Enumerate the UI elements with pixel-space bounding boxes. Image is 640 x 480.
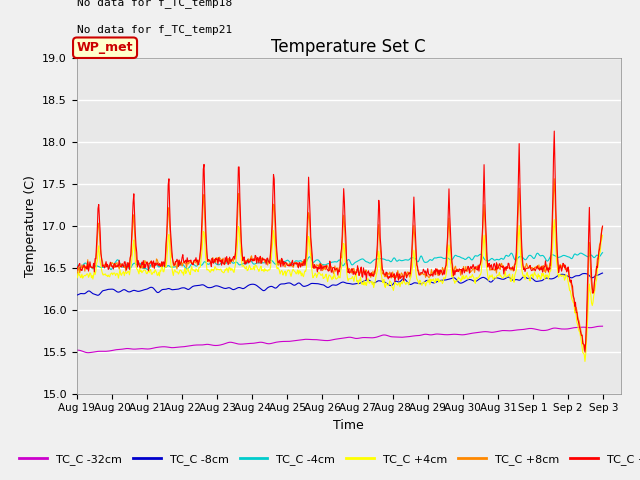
Legend: TC_C -32cm, TC_C -8cm, TC_C -4cm, TC_C +4cm, TC_C +8cm, TC_C +12cm: TC_C -32cm, TC_C -8cm, TC_C -4cm, TC_C +…	[15, 450, 640, 469]
Title: Temperature Set C: Temperature Set C	[271, 38, 426, 56]
X-axis label: Time: Time	[333, 419, 364, 432]
Text: WP_met: WP_met	[77, 41, 133, 54]
Text: No data for f_TC_temp21: No data for f_TC_temp21	[77, 24, 232, 35]
Text: No data for f_TC_temp18: No data for f_TC_temp18	[77, 0, 232, 8]
Y-axis label: Temperature (C): Temperature (C)	[24, 175, 36, 276]
